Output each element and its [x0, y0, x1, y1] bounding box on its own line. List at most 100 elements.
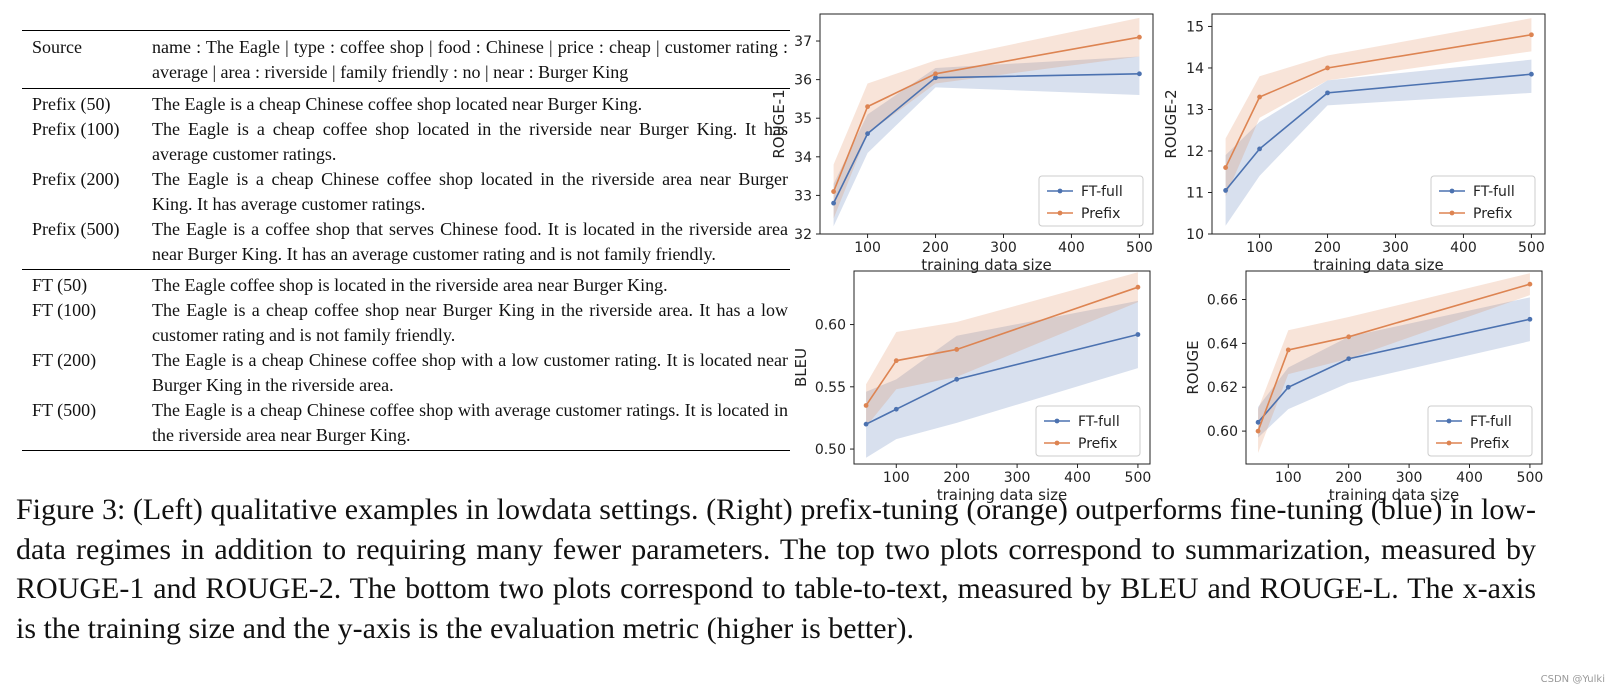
data-point-ft-full: [863, 421, 869, 427]
data-point-prefix: [1527, 281, 1533, 287]
data-point-ft-full: [1223, 188, 1228, 193]
x-tick-label: 400: [1450, 240, 1477, 256]
data-point-ft-full: [1527, 316, 1533, 322]
legend-marker-prefix: [1054, 440, 1060, 446]
row-text: The Eagle is a coffee shop that serves C…: [152, 219, 788, 264]
x-axis-title: training data size: [1313, 256, 1444, 274]
series-line-prefix: [832, 36, 1140, 192]
table-row: Prefix (200) The Eagle is a cheap Chines…: [22, 167, 790, 217]
x-tick-label: 400: [1456, 470, 1483, 486]
x-tick-label: 500: [1518, 240, 1545, 256]
x-tick-label: 400: [1064, 470, 1091, 486]
row-text: The Eagle coffee shop is located in the …: [152, 275, 668, 295]
row-label: FT (200): [32, 350, 97, 370]
series-line-ft-full: [1257, 318, 1531, 423]
table-row: Prefix (100) The Eagle is a cheap coffee…: [22, 117, 790, 167]
x-tick-label: 500: [1125, 470, 1152, 486]
series-line-ft-full: [865, 333, 1139, 425]
data-point-ft-full: [1257, 146, 1262, 152]
x-tick-label: 300: [1004, 470, 1031, 486]
legend-marker-prefix: [1449, 210, 1455, 216]
table-row: Prefix (50) The Eagle is a cheap Chinese…: [22, 88, 790, 118]
confidence-band-ft-full: [1258, 297, 1530, 438]
x-tick-label: 200: [922, 240, 949, 256]
y-tick-label: 11: [1186, 185, 1204, 201]
legend: FT-full Prefix: [1035, 405, 1141, 457]
legend-label-ft-full: FT-full: [1470, 414, 1512, 430]
data-point-prefix: [933, 71, 938, 77]
confidence-band-ft-full: [866, 300, 1138, 458]
row-text: The Eagle is a cheap coffee shop located…: [152, 119, 788, 164]
series-line-ft-full: [1224, 73, 1532, 191]
data-point-prefix: [831, 189, 836, 194]
rouge1-plot: 100 200 300 400 500 32 33 34 35 36 37 training data…: [770, 13, 1154, 274]
confidence-band-prefix: [1258, 273, 1530, 454]
y-tick-label: 13: [1186, 102, 1204, 118]
confidence-band-prefix: [833, 17, 1140, 219]
data-point-prefix: [1325, 65, 1330, 71]
plot-frame: [853, 270, 1151, 465]
table-row: FT (50) The Eagle coffee shop is located…: [22, 269, 790, 299]
data-point-ft-full: [933, 75, 938, 81]
source-text: name : The Eagle | type : coffee shop | …: [152, 37, 788, 82]
y-axis-title: ROUGE-2: [1162, 89, 1180, 158]
data-point-ft-full: [1346, 356, 1352, 362]
plot-frame: [1245, 270, 1543, 465]
x-tick-label: 200: [943, 470, 970, 486]
row-label: Prefix (200): [32, 169, 120, 189]
data-point-prefix: [1223, 165, 1228, 170]
data-point-prefix: [1135, 284, 1141, 290]
data-point-prefix: [865, 104, 870, 110]
data-point-ft-full: [1285, 384, 1291, 390]
series-line-ft-full: [832, 73, 1140, 204]
legend-label-ft-full: FT-full: [1081, 184, 1123, 200]
legend: FT-full Prefix: [1430, 175, 1536, 227]
table-row: FT (200) The Eagle is a cheap Chinese co…: [22, 348, 790, 398]
row-text: The Eagle is a cheap coffee shop near Bu…: [152, 300, 788, 345]
row-text: The Eagle is a cheap Chinese coffee shop…: [152, 94, 643, 114]
y-tick-label: 37: [794, 34, 812, 50]
y-tick-label: 0.60: [1207, 424, 1238, 440]
watermark: CSDN @Yulki: [1540, 674, 1605, 685]
legend-label-prefix: Prefix: [1470, 436, 1509, 452]
bleu-plot: 100 200 300 400 500 0.50 0.55 0.60 training data…: [792, 270, 1151, 504]
y-tick-label: 0.50: [815, 442, 846, 458]
plot-frame: [819, 13, 1154, 235]
legend-marker-ft-full: [1446, 418, 1452, 424]
y-axis-title: ROUGE-1: [770, 89, 788, 158]
data-point-prefix: [1346, 334, 1352, 340]
legend-label-prefix: Prefix: [1078, 436, 1117, 452]
data-point-ft-full: [1255, 419, 1261, 425]
rouge-l-plot: 100 200 300 400 500 0.60 0.62 0.64 0.66 training …: [1184, 270, 1543, 504]
data-point-prefix: [863, 403, 869, 408]
source-label: Source: [32, 37, 82, 57]
y-tick-label: 12: [1186, 144, 1204, 160]
legend: FT-full Prefix: [1038, 175, 1144, 227]
legend: FT-full Prefix: [1427, 405, 1533, 457]
x-tick-label: 500: [1126, 240, 1153, 256]
y-axis-title: BLEU: [792, 348, 810, 387]
row-label: FT (50): [32, 275, 88, 295]
data-point-ft-full: [893, 406, 899, 412]
data-point-ft-full: [1135, 332, 1141, 337]
x-tick-label: 300: [1382, 240, 1409, 256]
data-point-prefix: [954, 347, 960, 352]
y-tick-label: 0.64: [1207, 336, 1238, 352]
data-point-prefix: [1137, 34, 1142, 40]
data-point-prefix: [893, 358, 899, 364]
data-point-ft-full: [831, 200, 836, 206]
data-point-ft-full: [865, 131, 870, 137]
plot-frame: [1211, 13, 1546, 235]
x-tick-label: 200: [1314, 240, 1341, 256]
x-tick-label: 300: [1396, 470, 1423, 486]
legend-label-ft-full: FT-full: [1078, 414, 1120, 430]
x-tick-label: 100: [1246, 240, 1273, 256]
x-tick-label: 100: [883, 470, 910, 486]
y-tick-label: 33: [794, 188, 812, 204]
data-point-ft-full: [1325, 90, 1330, 96]
y-tick-label: 36: [794, 73, 812, 89]
legend-marker-ft-full: [1449, 188, 1455, 194]
examples-table: Source name : The Eagle | type : coffee …: [22, 30, 790, 451]
row-label: Prefix (500): [32, 219, 120, 239]
data-point-prefix: [1285, 347, 1291, 353]
